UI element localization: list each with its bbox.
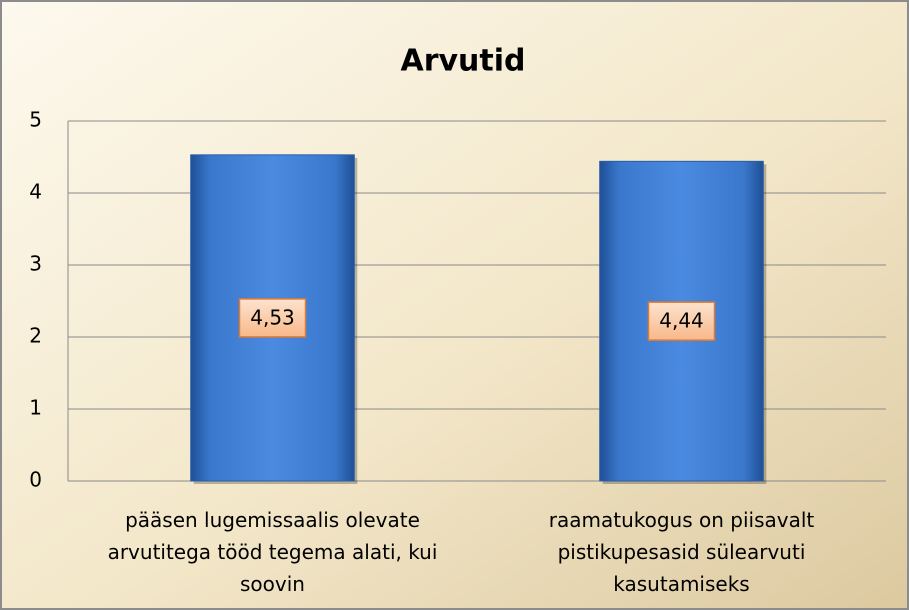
y-tick-label: 1 <box>29 396 42 420</box>
data-label-box <box>647 301 716 341</box>
x-tick-label: raamatukogus on piisavalt pistikupesasid… <box>548 508 815 596</box>
data-label: 4,53 <box>250 305 295 329</box>
y-tick-label: 4 <box>29 180 42 204</box>
y-tick-label: 2 <box>29 324 42 348</box>
y-tick-label: 0 <box>29 468 42 492</box>
data-label-box <box>238 298 307 338</box>
x-tick-label: pääsen lugemissaalis olevate arvutitega … <box>107 508 438 596</box>
y-tick-label: 3 <box>29 252 42 276</box>
y-tick-label: 5 <box>29 108 42 132</box>
data-label: 4,44 <box>659 309 704 333</box>
chart-title: Arvutid <box>400 44 525 79</box>
